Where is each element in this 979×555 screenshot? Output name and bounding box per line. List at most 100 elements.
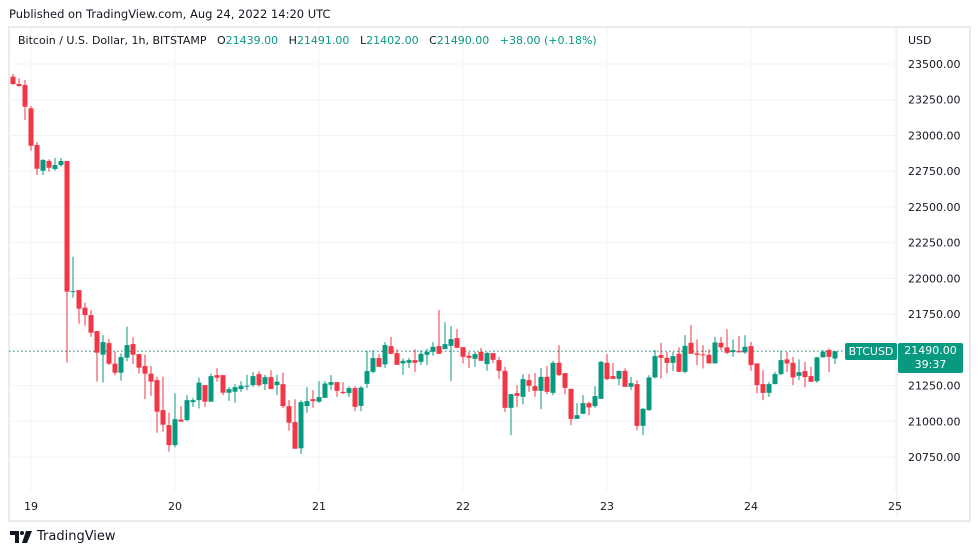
candle-down (748, 341, 754, 371)
candle-down (22, 80, 28, 121)
candle-up (832, 351, 838, 364)
candle-down (622, 368, 628, 387)
candle-down (694, 339, 700, 366)
price-tick-label: 23250.00 (908, 94, 961, 107)
close-value: 21490.00 (436, 34, 490, 47)
candle-body (682, 345, 688, 372)
candle-body (370, 358, 376, 372)
candle-body (238, 385, 244, 390)
time-tick-label: 19 (24, 500, 38, 513)
candle-body (148, 373, 154, 382)
candle-body (622, 370, 628, 387)
candle-up (814, 356, 820, 383)
candle-body (376, 358, 382, 367)
candle-down (352, 386, 358, 412)
candle-body (160, 410, 166, 425)
candle-up (472, 351, 478, 367)
last-price-value: 21490.00 (904, 344, 957, 357)
time-axis[interactable]: 19 20 21 22 23 24 25 (24, 500, 902, 513)
candle-down (436, 310, 442, 354)
candle-body (388, 346, 394, 354)
candle-body (106, 343, 112, 364)
candles (10, 74, 838, 454)
candle-down (412, 349, 418, 372)
bar-countdown: 39:37 (914, 358, 947, 371)
candle-down (562, 373, 568, 395)
symbol-title[interactable]: Bitcoin / U.S. Dollar, 1h, BITSTAMP (18, 34, 207, 47)
candle-down (136, 354, 142, 374)
candle-body (502, 370, 508, 408)
candle-body (406, 360, 412, 363)
candle-up (52, 158, 58, 171)
candle-down (46, 159, 52, 172)
candle-body (118, 357, 124, 373)
price-tick-label: 20750.00 (908, 451, 961, 464)
candle-body (418, 353, 424, 362)
candle-body (640, 408, 646, 426)
candle-body (328, 382, 334, 385)
candle-down (256, 371, 262, 387)
candle-body (70, 291, 76, 293)
candle-up (172, 393, 178, 448)
candle-down (82, 302, 88, 326)
candle-body (100, 342, 106, 355)
candle-body (784, 359, 790, 364)
candle-body (556, 362, 562, 376)
candle-down (700, 345, 706, 369)
candle-down (718, 336, 724, 351)
candle-up (208, 373, 214, 402)
candle-body (574, 415, 580, 419)
candle-body (88, 315, 94, 333)
price-tick-label: 21000.00 (908, 415, 961, 428)
candle-body (526, 380, 532, 386)
candle-body (58, 161, 64, 166)
close-label: C (429, 34, 437, 47)
chart-frame (8, 26, 971, 522)
candle-body (304, 401, 310, 407)
candle-body (322, 383, 328, 398)
candle-up (538, 368, 544, 410)
candle-up (346, 386, 352, 397)
candle-body (52, 165, 58, 170)
candle-body (706, 354, 712, 364)
candle-down (130, 337, 136, 365)
candle-body (94, 331, 100, 353)
candle-body (250, 376, 256, 386)
candle-up (238, 381, 244, 392)
candle-up (244, 374, 250, 391)
candle-up (628, 376, 634, 391)
time-tick-label: 25 (888, 500, 902, 513)
candle-body (124, 345, 130, 358)
candle-body (412, 360, 418, 363)
candle-body (64, 161, 70, 292)
time-tick-label: 22 (456, 500, 470, 513)
candle-up (382, 342, 388, 368)
candle-down (376, 354, 382, 367)
candle-down (610, 362, 616, 379)
candle-body (520, 379, 526, 397)
candle-up (592, 386, 598, 408)
candle-down (790, 356, 796, 386)
candle-down (634, 380, 640, 431)
candle-down (160, 376, 166, 432)
candle-body (130, 344, 136, 355)
price-tick-label: 22750.00 (908, 165, 961, 178)
symbol-price-tag: BTCUSD (845, 343, 897, 360)
price-axis[interactable]: 23500.00 23250.00 23000.00 22750.00 22500.00… (908, 58, 961, 464)
candle-up (616, 370, 622, 386)
candle-up (796, 359, 802, 381)
candle-body (730, 350, 736, 353)
candle-up (118, 353, 124, 381)
tradingview-logo[interactable]: TradingView (10, 529, 116, 544)
candle-body (154, 380, 160, 412)
candle-body (256, 374, 262, 386)
candle-down (532, 373, 538, 397)
candle-up (646, 375, 652, 411)
candle-down (736, 336, 742, 353)
candle-up (406, 357, 412, 368)
candle-up (262, 374, 268, 391)
candle-up (358, 386, 364, 412)
currency-label[interactable]: USD (908, 34, 932, 47)
candle-body (190, 400, 196, 403)
